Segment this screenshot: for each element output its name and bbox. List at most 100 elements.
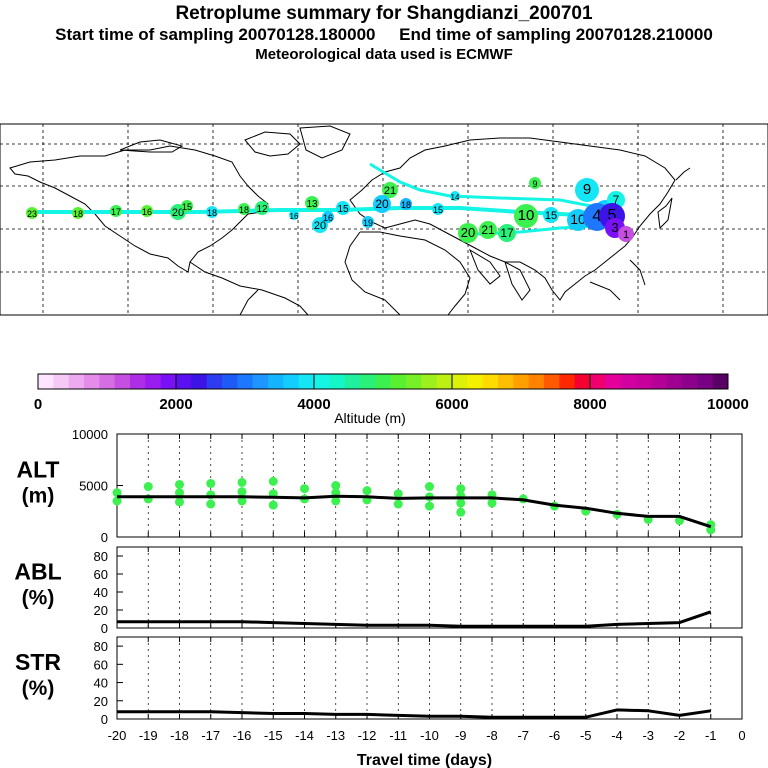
map-marker-label: 21 [384,185,396,197]
colorbar-cell [574,374,591,389]
panel-unit: (m) [22,485,55,508]
map-marker-label: 10 [518,207,535,224]
scatter-point [206,478,216,488]
colorbar-tick-label: 4000 [297,396,330,413]
map-marker [400,198,412,210]
colorbar-cell [712,374,729,389]
x-tick-label: -7 [517,728,529,743]
map-marker-label: 15 [433,205,443,215]
y-tick-label: 10000 [72,427,108,442]
colorbar-cell [697,374,714,389]
y-tick-label: 0 [101,621,108,636]
colorbar-cell [559,374,576,389]
colorbar-cell [191,374,208,389]
map-marker-label: 20 [461,225,475,240]
colorbar-cell [237,374,254,389]
series-line [117,494,712,529]
map-marker-label: 21 [481,223,495,237]
scatter-point [237,487,247,497]
colorbar-cell [360,374,376,389]
colorbar-cell [283,374,300,389]
x-tick-label: -13 [326,728,345,743]
colorbar-cell [482,374,499,389]
colorbar-cell [298,374,315,389]
y-tick-label: 0 [101,712,108,727]
x-tick-label: -2 [674,728,686,743]
map-marker-label: 18 [207,208,217,218]
colorbar-tick-label: 10000 [707,396,749,413]
map-marker-label: 9 [583,181,591,198]
map-marker [181,200,193,212]
map-marker [141,205,153,217]
map-marker-label: 20 [172,207,184,219]
colorbar-cell [682,374,698,389]
x-tick-label: -6 [549,728,561,743]
colorbar-cell [176,374,192,389]
plot-title: Retroplume summary for Shangdianzi_20070… [175,3,593,24]
scatter-point [425,482,434,492]
colorbar-cell [344,374,361,389]
colorbar-cell [436,374,453,389]
altitude-colorbar: 0 2000 4000 6000 8000 10000 Altitude (m) [34,373,749,426]
colorbar-tick-label: 2000 [159,396,192,413]
map-marker [255,201,269,215]
scatter-point [456,498,466,508]
map-marker [373,195,391,213]
colorbar-cell [421,374,438,389]
colorbar-cell [68,374,85,389]
map-marker-label: 16 [290,212,299,221]
x-tick-label: 0 [738,728,745,743]
map-marker-label: 15 [337,204,349,215]
x-tick-label: -17 [201,728,220,743]
scatter-point [206,499,216,509]
colorbar-cell [314,374,330,389]
colorbar-cell [206,374,223,389]
scatter-point [268,500,278,510]
map-marker [26,207,38,219]
panel-unit: (%) [22,677,55,700]
colorbar-cell [498,374,514,389]
colorbar-cell [406,374,422,389]
colorbar-cell [390,374,407,389]
y-tick-label: 40 [94,676,108,691]
colorbar-cell [130,374,146,389]
x-tick-label: -11 [389,728,407,743]
colorbar-cell [544,374,560,389]
scatter-point [268,476,278,486]
map-marker [322,211,334,223]
x-axis-label: Travel time (days) [357,752,492,768]
scatter-point [393,499,403,509]
colorbar-ticks: 0 2000 4000 6000 8000 10000 [34,374,749,413]
map-marker [618,226,634,242]
map-marker-label: 3 [611,220,618,235]
scatter-point [331,496,341,506]
map-marker [543,207,559,223]
map-marker-label: 20 [314,220,326,232]
map-marker-label: 17 [500,226,514,240]
map-marker [575,178,599,202]
x-tick-label: -18 [170,728,189,743]
map-marker-label: 20 [375,197,389,211]
panel-unit: (%) [22,587,55,610]
colorbar-cell [528,374,545,389]
map-marker-label: 1 [623,229,629,241]
x-tick-label: -9 [455,728,467,743]
x-tick-label: -15 [264,728,283,743]
map-marker-label: 18 [239,205,249,215]
colorbar-cell [605,374,622,389]
scatter-point [362,486,372,496]
map-marker [305,196,319,210]
colorbar-cell [666,374,683,389]
series-line [117,708,712,719]
y-tick-label: 0 [101,530,108,545]
colorbar-cell [513,374,530,389]
map-marker [529,177,541,189]
map-marker-label: 7 [613,193,620,207]
series-line [117,610,712,628]
y-tick-label: 60 [94,657,108,672]
map-marker [336,201,350,215]
colorbar-cell [620,374,637,389]
colorbar-frame [37,373,729,390]
